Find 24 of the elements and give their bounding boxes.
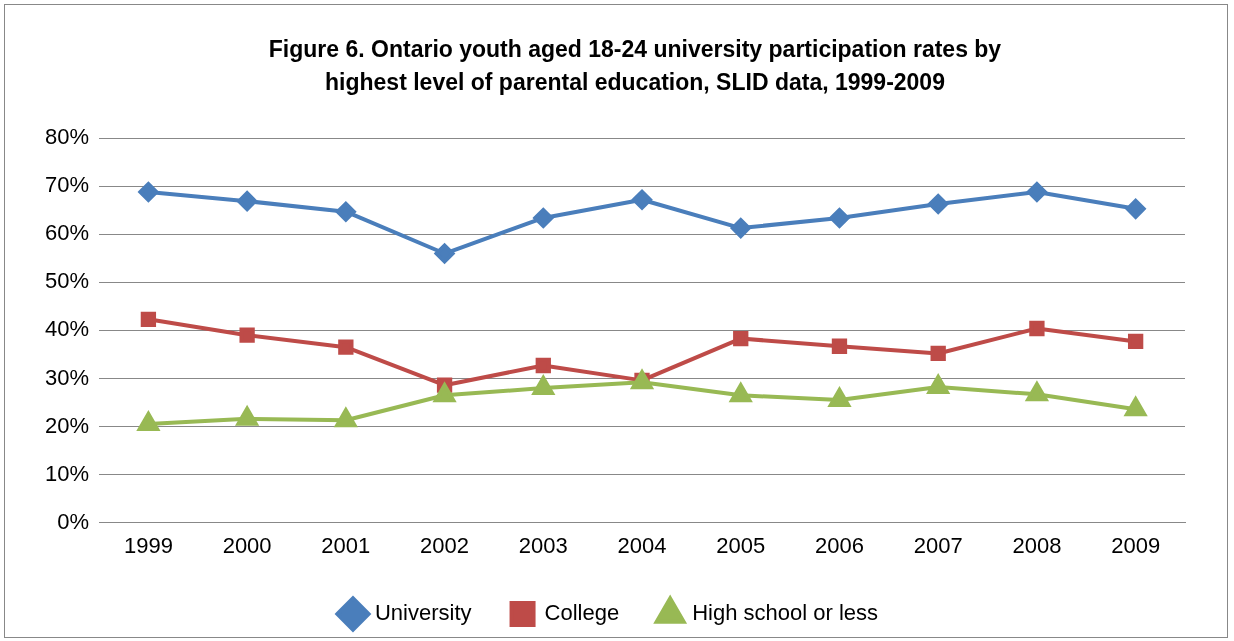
y-tick-label: 80% — [44, 124, 90, 150]
x-tick-label: 2003 — [518, 532, 568, 558]
x-tick-label: 2001 — [321, 532, 371, 558]
x-tick-label: 2007 — [913, 532, 963, 558]
legend-label: High school or less — [692, 600, 879, 626]
x-tick-label: 2005 — [716, 532, 766, 558]
legend-label: College — [544, 600, 620, 626]
x-tick-label: 2006 — [814, 532, 864, 558]
y-tick-label: 20% — [44, 412, 90, 438]
y-tick-label: 60% — [44, 220, 90, 246]
chart-title: Figure 6. Ontario youth aged 18-24 university participation rates by highest level of parental education, SLID data, 1999-2009 — [267, 35, 1003, 97]
y-tick-label: 0% — [57, 508, 90, 534]
x-tick-label: 2008 — [1012, 532, 1062, 558]
y-tick-label: 30% — [44, 364, 90, 390]
legend-label: University — [374, 600, 472, 626]
y-tick-label: 70% — [44, 172, 90, 198]
y-tick-label: 50% — [44, 268, 90, 294]
x-tick-label: 2002 — [420, 532, 470, 558]
x-tick-label: 1999 — [123, 532, 173, 558]
y-tick-label: 40% — [44, 316, 90, 342]
x-tick-label: 2000 — [222, 532, 272, 558]
x-tick-label: 2009 — [1111, 532, 1161, 558]
x-tick-label: 2004 — [617, 532, 667, 558]
y-tick-label: 10% — [44, 460, 90, 486]
